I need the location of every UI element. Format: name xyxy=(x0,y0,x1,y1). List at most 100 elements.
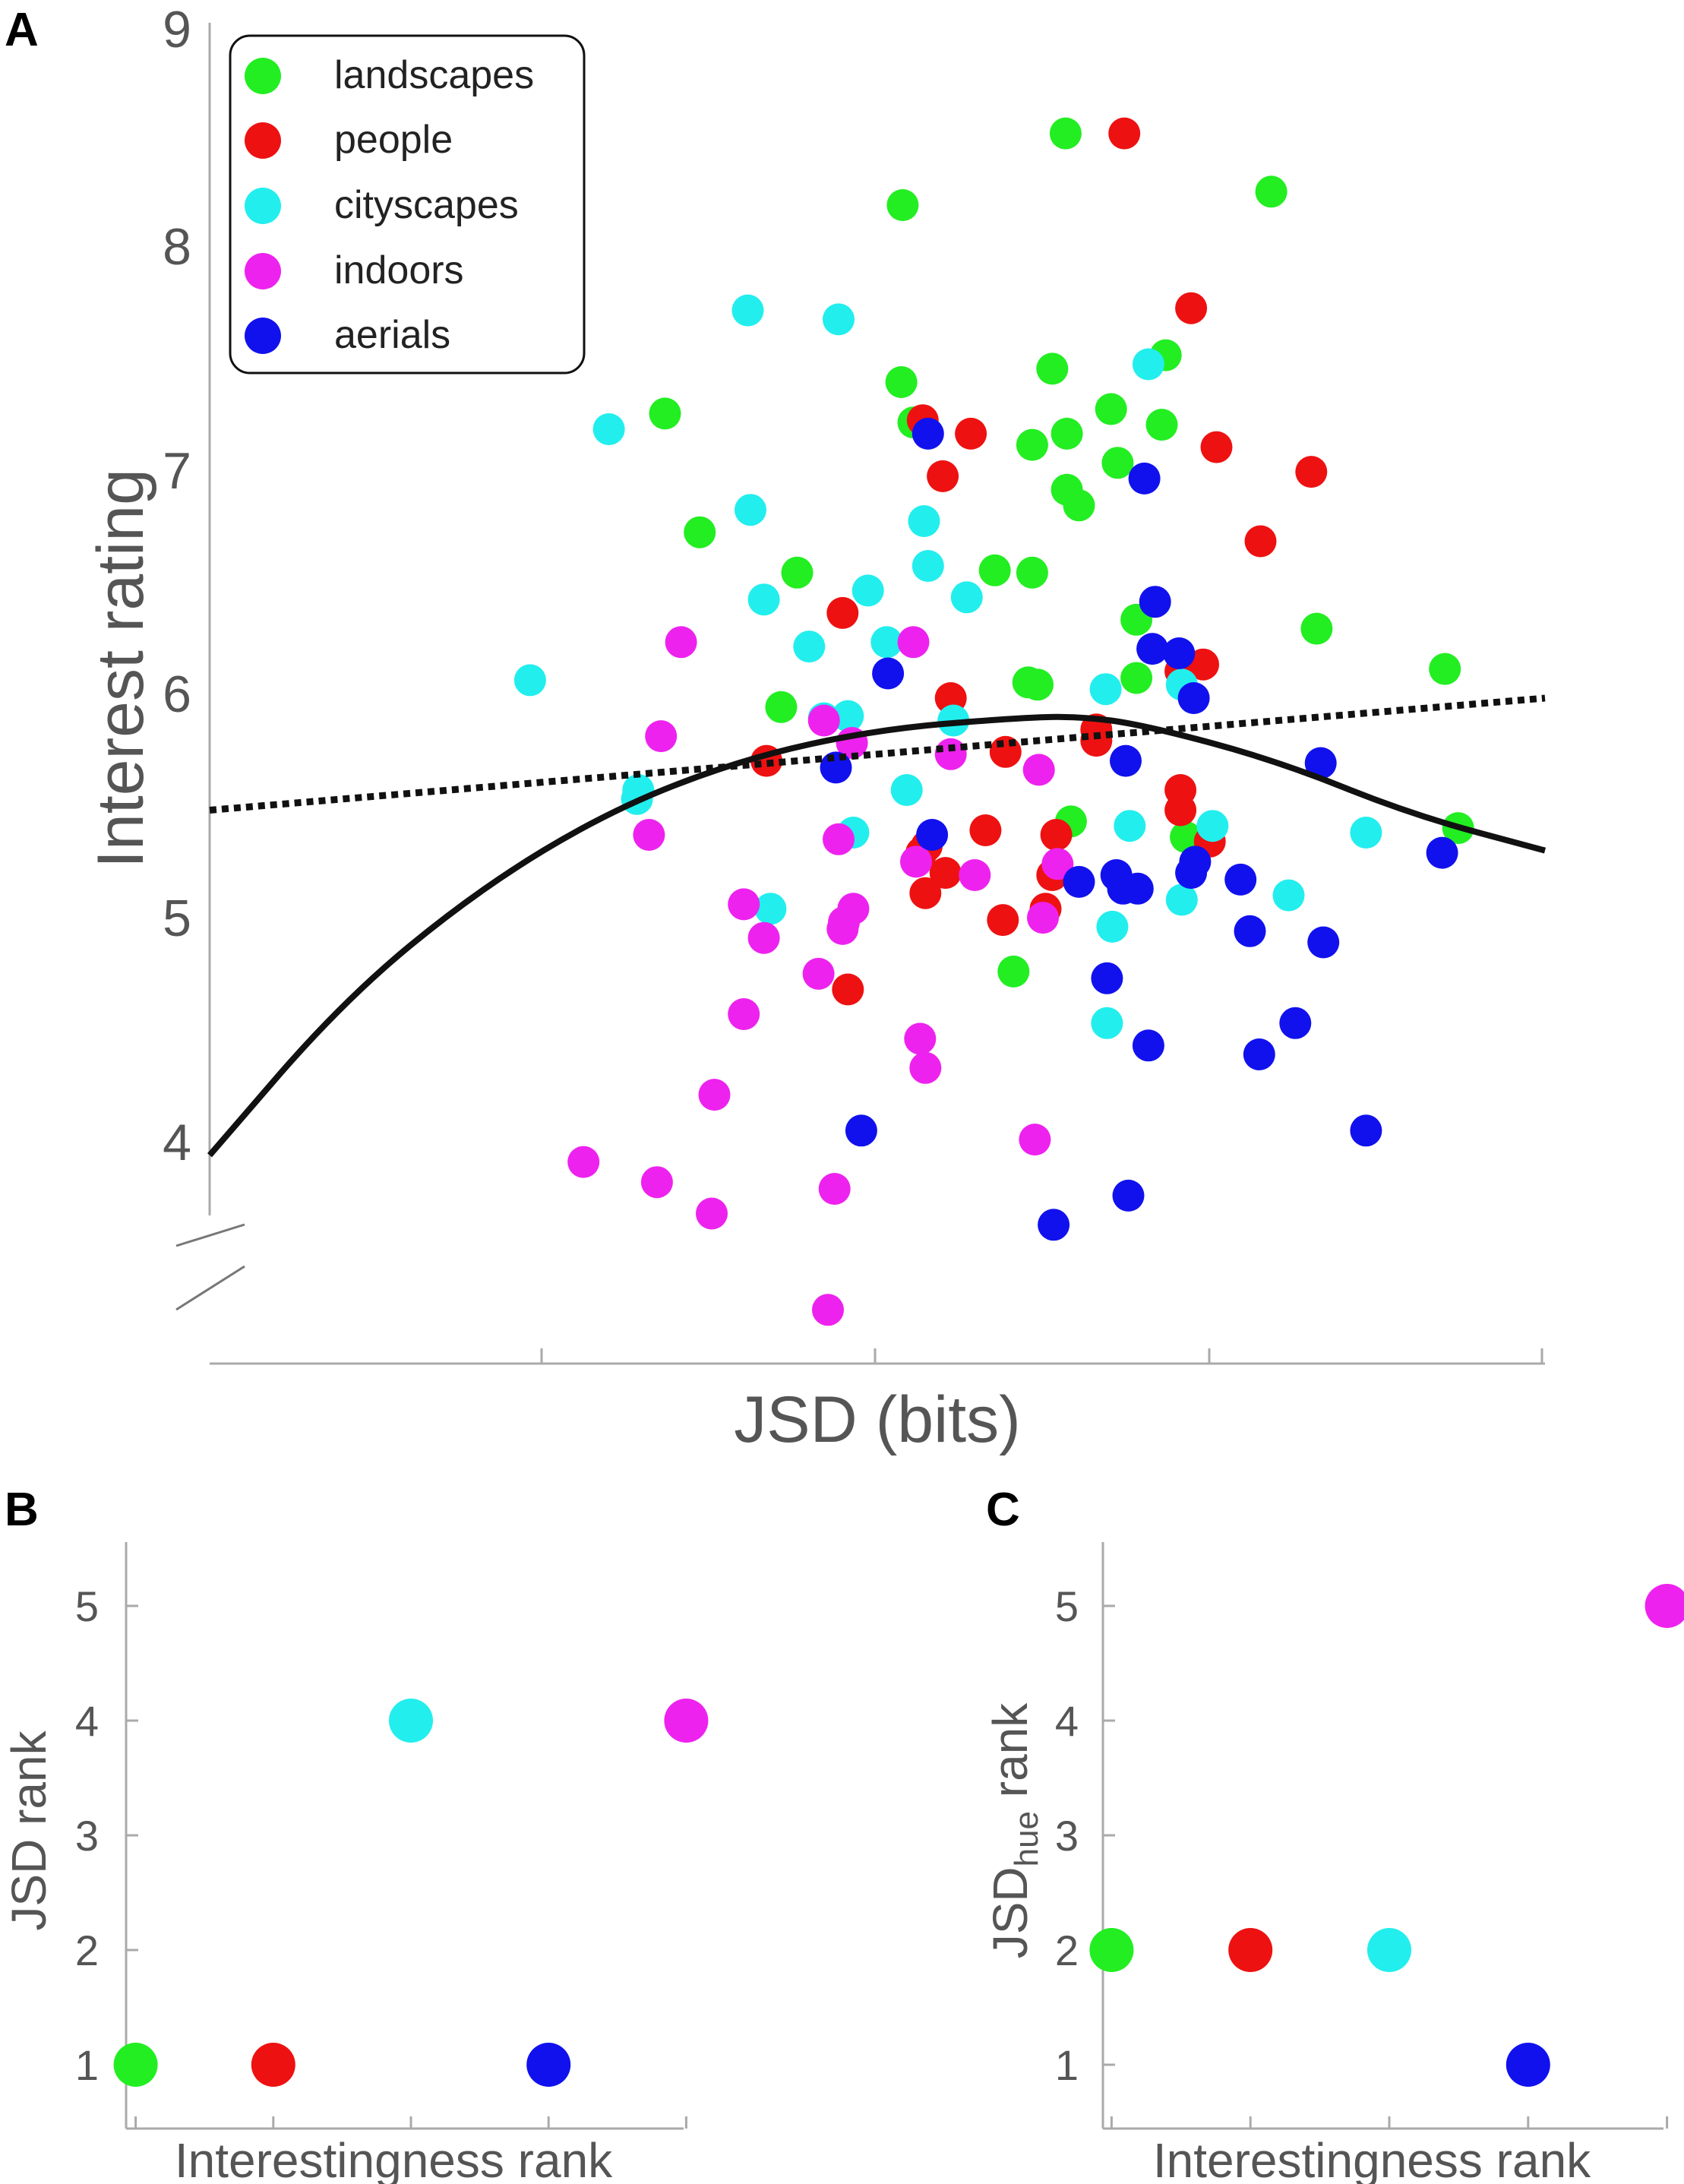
point-aerials xyxy=(1112,1179,1145,1212)
point-landscapes xyxy=(886,189,919,221)
point-landscapes xyxy=(978,554,1011,586)
point-indoors xyxy=(807,704,840,737)
panel-c-y-tick-label: 5 xyxy=(1055,1582,1079,1630)
point-people xyxy=(989,735,1022,768)
panel-c-points xyxy=(1089,1584,1684,2087)
panel-c-chart: 1 2 3 4 5 JSDhue rank Interestingness ra… xyxy=(983,1542,1684,2184)
point-aerials xyxy=(1128,462,1161,495)
panel-b-ticks xyxy=(126,1604,687,2129)
point-people xyxy=(1108,117,1141,150)
point-landscapes xyxy=(1016,556,1048,589)
point-indoors xyxy=(728,998,760,1030)
point-people xyxy=(1040,819,1073,851)
legend-box xyxy=(229,34,586,375)
panel-label-c: C xyxy=(986,1484,1020,1536)
point-cityscapes xyxy=(908,505,940,537)
point-landscapes xyxy=(1170,820,1202,853)
linear-fit-line xyxy=(209,694,1546,814)
point-landscapes xyxy=(781,556,814,589)
point-landscapes xyxy=(1120,662,1153,694)
point-cityscapes xyxy=(1165,883,1198,916)
panel-c-y-tick-label: 1 xyxy=(1055,2041,1079,2089)
point-people xyxy=(955,417,987,450)
panel-b-point-aerials xyxy=(526,2043,571,2087)
point-cityscapes xyxy=(1196,810,1229,842)
panel-a-y-tick-label: 5 xyxy=(163,890,191,947)
point-landscapes xyxy=(885,366,918,398)
legend-marker-cityscapes xyxy=(245,188,281,224)
panel-b-chart: 1 2 3 4 5 JSD rank Interestingness rank xyxy=(2,1542,709,2184)
quadratic-fit-line xyxy=(207,713,1547,1158)
point-people xyxy=(832,973,864,1006)
panel-b-point-landscapes xyxy=(113,2043,158,2087)
point-cityscapes xyxy=(592,413,625,445)
point-cityscapes xyxy=(912,550,944,582)
legend-marker-landscapes xyxy=(245,58,281,94)
point-aerials xyxy=(1163,637,1196,669)
panel-b-point-people xyxy=(251,2043,295,2087)
point-cityscapes xyxy=(1089,673,1122,706)
point-cityscapes xyxy=(832,700,864,732)
point-cityscapes xyxy=(1114,810,1146,842)
point-aerials xyxy=(1177,682,1210,714)
point-indoors xyxy=(959,859,991,891)
point-people xyxy=(826,596,859,629)
point-indoors xyxy=(904,1022,937,1055)
point-aerials xyxy=(916,819,949,851)
point-aerials xyxy=(1132,1029,1164,1062)
legend-label-people: people xyxy=(334,118,453,162)
point-people xyxy=(1164,794,1197,827)
point-aerials xyxy=(912,417,944,450)
point-landscapes xyxy=(1063,489,1095,522)
panel-c-point-aerials xyxy=(1505,2043,1550,2087)
panel-c-point-people xyxy=(1228,1928,1273,1972)
legend-label-aerials: aerials xyxy=(334,313,450,357)
point-cityscapes xyxy=(513,664,546,697)
legend-marker-people xyxy=(245,122,281,159)
point-landscapes xyxy=(1429,653,1461,685)
point-aerials xyxy=(1139,586,1171,618)
point-people xyxy=(1175,292,1208,324)
legend-marker-aerials xyxy=(245,318,281,354)
panel-label-a: A xyxy=(5,4,39,56)
point-landscapes xyxy=(1101,447,1134,479)
panel-b-y-axis-label: JSD rank xyxy=(2,1730,56,1930)
panel-c-y-axis-label: JSDhue rank xyxy=(983,1702,1045,1959)
point-indoors xyxy=(696,1197,728,1230)
point-landscapes xyxy=(1300,612,1333,645)
panel-a-fit-lines xyxy=(207,694,1547,1158)
point-landscapes xyxy=(997,955,1030,988)
point-aerials xyxy=(1110,744,1142,777)
point-indoors xyxy=(665,626,697,659)
point-people xyxy=(1080,725,1113,757)
point-indoors xyxy=(909,1051,942,1084)
point-cityscapes xyxy=(1091,1007,1123,1039)
panel-b-y-tick-label: 3 xyxy=(75,1812,99,1860)
panel-c-y-label-suffix: rank xyxy=(983,1702,1038,1811)
point-landscapes xyxy=(1051,417,1083,450)
legend-label-cityscapes: cityscapes xyxy=(334,183,519,227)
point-indoors xyxy=(698,1079,731,1111)
point-people xyxy=(909,877,942,909)
point-aerials xyxy=(872,657,905,690)
point-indoors xyxy=(1041,848,1074,880)
point-aerials xyxy=(1279,1007,1312,1039)
point-indoors xyxy=(633,819,665,851)
panel-a-y-tick-label: 7 xyxy=(163,442,191,500)
point-cityscapes xyxy=(747,583,780,616)
point-aerials xyxy=(845,1114,877,1147)
panel-c-y-tick-label: 4 xyxy=(1055,1697,1079,1745)
point-landscapes xyxy=(1255,175,1287,208)
point-people xyxy=(927,460,959,492)
panel-c-point-indoors xyxy=(1645,1584,1684,1628)
panel-a-y-ticks: 4 5 6 7 8 9 xyxy=(163,1,191,1171)
panel-a-legend: landscapes people cityscapes indoors aer… xyxy=(229,34,586,375)
panel-c-point-cityscapes xyxy=(1367,1928,1411,1972)
point-indoors xyxy=(567,1146,600,1178)
point-cityscapes xyxy=(793,631,826,663)
point-indoors xyxy=(1027,902,1059,934)
point-landscapes xyxy=(765,691,798,723)
point-landscapes xyxy=(1036,352,1069,385)
point-landscapes xyxy=(1095,393,1127,425)
point-people xyxy=(969,814,1002,846)
